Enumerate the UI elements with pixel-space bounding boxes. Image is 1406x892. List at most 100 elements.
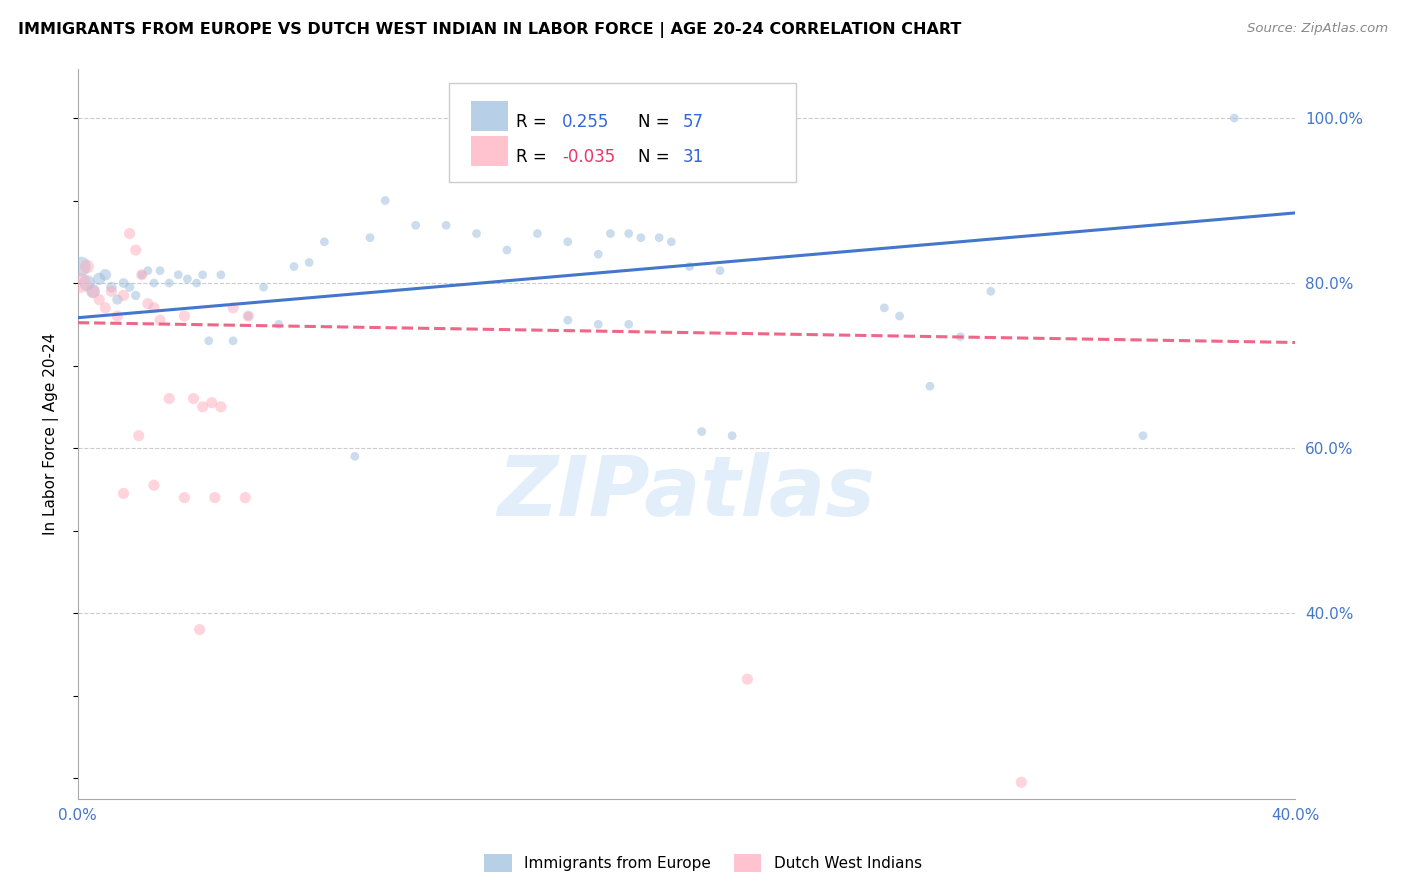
- Text: 0.255: 0.255: [562, 112, 610, 131]
- Point: [359, 230, 381, 244]
- FancyBboxPatch shape: [449, 83, 796, 182]
- Point: [131, 268, 153, 282]
- Point: [252, 280, 274, 294]
- Point: [737, 672, 759, 686]
- Point: [980, 285, 1002, 299]
- Point: [267, 318, 290, 332]
- Point: [82, 285, 104, 299]
- Point: [204, 491, 226, 505]
- Point: [209, 268, 232, 282]
- Point: [125, 288, 148, 302]
- Point: [557, 313, 579, 327]
- Point: [238, 309, 260, 323]
- Point: [173, 491, 195, 505]
- Point: [118, 227, 141, 241]
- Point: [70, 260, 93, 274]
- Point: [118, 280, 141, 294]
- Point: [949, 329, 972, 343]
- Point: [107, 293, 129, 307]
- Point: [222, 334, 245, 348]
- Point: [128, 428, 150, 442]
- Point: [465, 227, 488, 241]
- Point: [238, 309, 260, 323]
- Point: [678, 260, 700, 274]
- Point: [176, 272, 198, 286]
- Point: [343, 450, 366, 464]
- Point: [721, 428, 744, 442]
- Point: [201, 395, 224, 409]
- Text: Source: ZipAtlas.com: Source: ZipAtlas.com: [1247, 22, 1388, 36]
- FancyBboxPatch shape: [471, 136, 508, 166]
- Point: [188, 623, 211, 637]
- Point: [186, 276, 208, 290]
- Text: 57: 57: [683, 112, 704, 131]
- Point: [136, 296, 159, 310]
- Point: [557, 235, 579, 249]
- Point: [142, 276, 165, 290]
- Point: [918, 379, 941, 393]
- Point: [191, 400, 214, 414]
- Point: [630, 230, 652, 244]
- Point: [76, 276, 98, 290]
- Point: [374, 194, 396, 208]
- Point: [1010, 775, 1032, 789]
- Point: [1223, 111, 1246, 125]
- Point: [298, 255, 321, 269]
- Point: [142, 478, 165, 492]
- Point: [107, 309, 129, 323]
- Point: [142, 301, 165, 315]
- Text: R =: R =: [516, 112, 553, 131]
- Point: [197, 334, 219, 348]
- Point: [617, 318, 640, 332]
- Point: [125, 243, 148, 257]
- Point: [191, 268, 214, 282]
- Point: [526, 227, 548, 241]
- Text: 31: 31: [683, 148, 704, 166]
- Text: ZIPatlas: ZIPatlas: [498, 451, 876, 533]
- Point: [588, 247, 610, 261]
- Point: [76, 260, 98, 274]
- Point: [434, 219, 457, 233]
- Point: [588, 318, 610, 332]
- Point: [617, 227, 640, 241]
- Point: [405, 219, 427, 233]
- Point: [149, 313, 172, 327]
- Point: [94, 301, 117, 315]
- Point: [222, 301, 245, 315]
- Point: [136, 263, 159, 277]
- Point: [94, 268, 117, 282]
- FancyBboxPatch shape: [471, 102, 508, 130]
- Text: R =: R =: [516, 148, 553, 166]
- Point: [283, 260, 305, 274]
- Point: [648, 230, 671, 244]
- Point: [167, 268, 190, 282]
- Point: [496, 243, 519, 257]
- Point: [183, 392, 205, 406]
- Point: [209, 400, 232, 414]
- Point: [131, 268, 153, 282]
- Point: [233, 491, 256, 505]
- Point: [690, 425, 713, 439]
- Point: [89, 293, 111, 307]
- Point: [709, 263, 731, 277]
- Point: [100, 285, 122, 299]
- Point: [659, 235, 682, 249]
- Point: [889, 309, 911, 323]
- Point: [314, 235, 336, 249]
- Point: [149, 263, 172, 277]
- Point: [100, 280, 122, 294]
- Text: IMMIGRANTS FROM EUROPE VS DUTCH WEST INDIAN IN LABOR FORCE | AGE 20-24 CORRELATI: IMMIGRANTS FROM EUROPE VS DUTCH WEST IND…: [18, 22, 962, 38]
- Point: [157, 276, 180, 290]
- Text: -0.035: -0.035: [562, 148, 616, 166]
- Point: [112, 486, 135, 500]
- Point: [1132, 428, 1154, 442]
- Text: N =: N =: [638, 148, 675, 166]
- Y-axis label: In Labor Force | Age 20-24: In Labor Force | Age 20-24: [44, 333, 59, 535]
- Point: [599, 227, 621, 241]
- Point: [112, 276, 135, 290]
- Point: [112, 288, 135, 302]
- Point: [70, 276, 93, 290]
- Legend: Immigrants from Europe, Dutch West Indians: Immigrants from Europe, Dutch West India…: [477, 846, 929, 880]
- Point: [82, 285, 104, 299]
- Point: [157, 392, 180, 406]
